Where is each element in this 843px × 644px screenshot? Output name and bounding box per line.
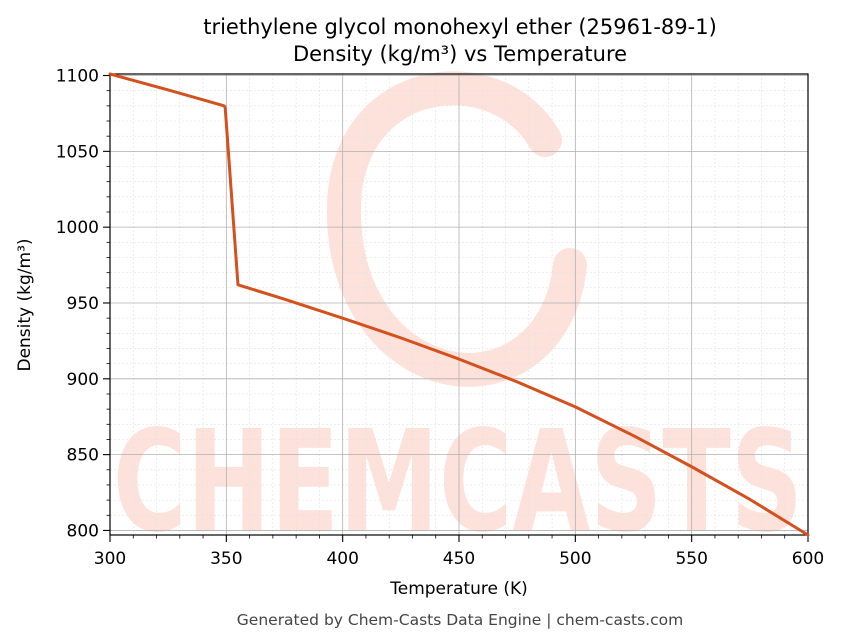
x-tick-label: 450	[443, 549, 475, 569]
y-tick-label: 900	[67, 370, 99, 390]
x-tick-label: 400	[326, 549, 358, 569]
chart-title-line1: triethylene glycol monohexyl ether (2596…	[203, 15, 717, 39]
x-tick-label: 350	[210, 549, 242, 569]
x-axis-label: Temperature (K)	[389, 579, 528, 599]
watermark-text: CHEMCASTS	[113, 401, 803, 564]
chemcasts-watermark: CHEMCASTS	[113, 71, 803, 564]
series-layer	[108, 72, 810, 537]
x-tick-labels: 300 350 400 450 500 550 600	[94, 549, 824, 569]
y-tick-label: 950	[67, 294, 99, 314]
x-tick-label: 550	[675, 549, 707, 569]
chart-title-line2: Density (kg/m³) vs Temperature	[293, 42, 627, 66]
y-tick-label: 800	[67, 521, 99, 541]
x-tick-label: 500	[559, 549, 591, 569]
x-tick-label: 300	[94, 549, 126, 569]
y-tick-label: 1100	[56, 67, 99, 87]
y-tick-label: 850	[67, 446, 99, 466]
y-tick-label: 1000	[56, 218, 99, 238]
x-tick-label: 600	[792, 549, 824, 569]
watermark-c-logo	[327, 71, 587, 388]
y-tick-label: 1050	[56, 142, 99, 162]
density-series-line	[108, 72, 810, 537]
y-tick-labels: 800 850 900 950 1000 1050 1100	[56, 67, 99, 542]
y-axis-label: Density (kg/m³)	[15, 238, 35, 371]
footer-credit: Generated by Chem-Casts Data Engine | ch…	[237, 611, 683, 629]
